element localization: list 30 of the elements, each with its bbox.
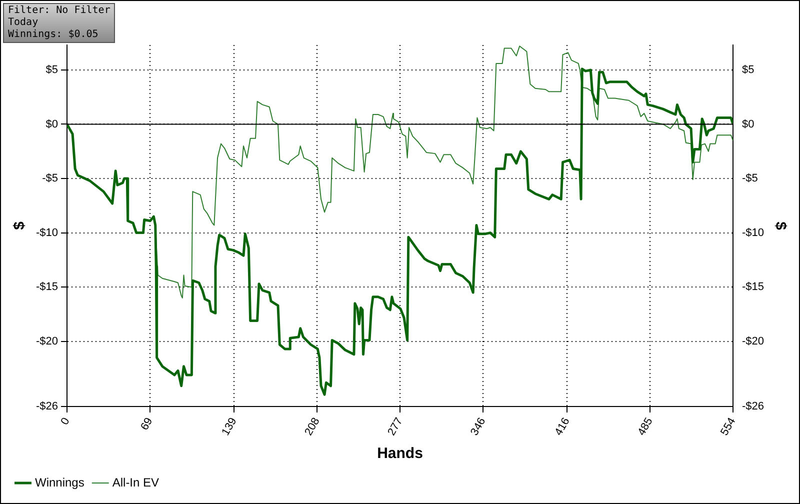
- text: Filter: No Filter: [8, 5, 110, 17]
- x-tick-label: 139: [220, 416, 240, 438]
- y2-tick-label: -$26: [742, 400, 764, 413]
- y2-axis-title: $: [772, 222, 789, 231]
- y2-tick-label: $0: [742, 118, 754, 130]
- y2-tick-label: -$20: [742, 335, 764, 348]
- x-tick-label: 0: [58, 416, 72, 428]
- y-tick-label: -$5: [42, 172, 58, 185]
- x-tick-label: 208: [302, 416, 322, 438]
- y2-tick-label: -$15: [742, 281, 764, 294]
- y2-tick-label: $5: [742, 64, 754, 76]
- legend-label: Winnings: [35, 475, 84, 490]
- text: Today: [8, 17, 40, 29]
- x-tick-label: 346: [468, 416, 488, 438]
- x-tick-label: 69: [138, 416, 156, 432]
- y-tick-label: $5: [46, 64, 58, 76]
- y2-tick-label: -$10: [742, 226, 764, 239]
- x-tick-label: 554: [718, 416, 738, 438]
- y-tick-label: -$26: [36, 400, 58, 413]
- text: Winnings: $0.05: [8, 29, 100, 41]
- y-tick-label: -$20: [36, 335, 58, 348]
- x-axis-title: Hands: [377, 445, 423, 462]
- y-tick-label: -$15: [36, 281, 58, 294]
- y2-tick-label: -$5: [742, 172, 758, 185]
- legend-label: All-In EV: [112, 475, 160, 490]
- y-axis-title: $: [11, 220, 28, 230]
- y-tick-label: $0: [46, 118, 58, 130]
- x-tick-label: 485: [636, 416, 656, 438]
- x-tick-label: 416: [552, 416, 572, 438]
- y-tick-label: -$10: [36, 226, 58, 239]
